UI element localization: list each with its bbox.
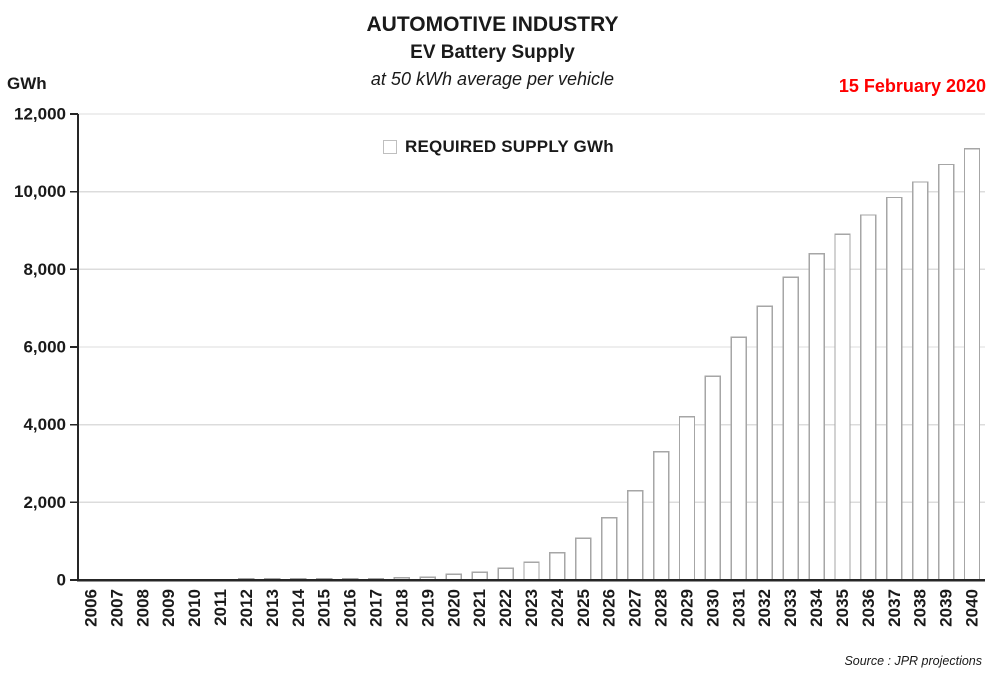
x-tick-label-2028: 2028: [652, 589, 671, 627]
x-tick-label-2036: 2036: [859, 589, 878, 627]
x-tick-label-2007: 2007: [107, 589, 126, 627]
legend-swatch-icon: [383, 140, 397, 154]
x-tick-label-2017: 2017: [367, 589, 386, 627]
y-tick-label-2000: 2,000: [23, 493, 66, 512]
x-tick-label-2019: 2019: [418, 589, 437, 627]
x-tick-label-2013: 2013: [263, 589, 282, 627]
chart-legend: REQUIRED SUPPLY GWh: [383, 137, 614, 157]
y-tick-label-0: 0: [57, 571, 66, 590]
chart-subtitle-note: at 50 kWh average per vehicle: [370, 69, 615, 90]
x-tick-label-2033: 2033: [781, 589, 800, 627]
bar-2022: [497, 567, 514, 581]
bar-2027: [626, 489, 644, 581]
x-tick-label-2022: 2022: [496, 589, 515, 627]
bar-2040: [963, 148, 981, 581]
chart-subtitle: EV Battery Supply: [410, 42, 575, 64]
bar-2039: [937, 163, 955, 581]
chart-title: AUTOMOTIVE INDUSTRY: [366, 13, 619, 36]
bar-2031: [730, 336, 748, 581]
x-tick-label-2011: 2011: [211, 589, 230, 626]
x-tick-label-2020: 2020: [444, 589, 463, 627]
bar-2033: [782, 276, 799, 581]
x-tick-label-2039: 2039: [937, 589, 956, 627]
x-tick-label-2038: 2038: [911, 589, 930, 627]
x-tick-label-2018: 2018: [392, 589, 411, 627]
bar-2030: [704, 375, 722, 581]
x-tick-label-2006: 2006: [81, 589, 100, 627]
y-axis-unit-label: GWh: [7, 74, 47, 93]
x-tick-label-2015: 2015: [315, 589, 334, 627]
x-tick-label-2035: 2035: [833, 589, 852, 627]
bar-2025: [575, 537, 592, 581]
x-tick-label-2016: 2016: [341, 589, 360, 627]
y-tick-label-6000: 6,000: [23, 338, 66, 357]
report-date: 15 February 2020: [838, 76, 986, 96]
bar-2024: [549, 552, 566, 581]
bar-2034: [808, 253, 825, 581]
x-tick-label-2034: 2034: [807, 588, 826, 626]
bar-2038: [912, 181, 929, 581]
bar-2032: [756, 305, 773, 581]
y-tick-label-8000: 8,000: [23, 260, 66, 279]
bar-2029: [678, 416, 696, 581]
x-tick-label-2014: 2014: [289, 588, 308, 626]
y-tick-label-12000: 12,000: [14, 105, 66, 124]
x-tick-label-2037: 2037: [885, 589, 904, 627]
x-tick-label-2024: 2024: [548, 588, 567, 626]
x-tick-label-2009: 2009: [159, 589, 178, 627]
x-tick-label-2008: 2008: [133, 589, 152, 627]
bar-2023: [523, 561, 540, 581]
x-tick-label-2031: 2031: [729, 589, 748, 627]
bar-2036: [860, 214, 877, 581]
x-tick-label-2030: 2030: [703, 589, 722, 627]
x-tick-label-2029: 2029: [677, 589, 696, 627]
x-tick-label-2012: 2012: [237, 589, 256, 627]
bar-2035: [834, 233, 851, 581]
x-tick-label-2023: 2023: [522, 589, 541, 627]
source-credit: Source : JPR projections: [844, 654, 982, 668]
legend-label: REQUIRED SUPPLY GWh: [405, 137, 614, 156]
x-tick-label-2021: 2021: [470, 589, 489, 627]
x-tick-label-2010: 2010: [185, 589, 204, 627]
bar-2026: [601, 517, 618, 581]
x-tick-label-2026: 2026: [600, 589, 619, 627]
x-tick-label-2025: 2025: [574, 589, 593, 627]
bar-2037: [886, 196, 903, 581]
bar-2028: [652, 451, 670, 581]
y-tick-label-10000: 10,000: [14, 182, 66, 201]
x-tick-label-2027: 2027: [626, 589, 645, 627]
x-tick-label-2040: 2040: [963, 589, 982, 627]
y-tick-label-4000: 4,000: [23, 415, 66, 434]
title-block: AUTOMOTIVE INDUSTRY EV Battery Supply at…: [0, 10, 985, 91]
x-tick-label-2032: 2032: [755, 589, 774, 627]
